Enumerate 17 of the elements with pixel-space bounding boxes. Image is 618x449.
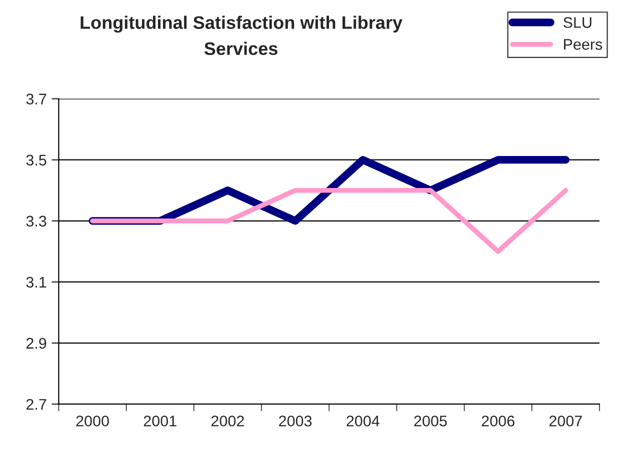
x-tick-label: 2006 bbox=[482, 416, 514, 426]
x-tick-label: 2004 bbox=[346, 416, 380, 426]
x-tick-label: 2000 bbox=[76, 416, 109, 426]
x-tick-label: 2007 bbox=[549, 416, 582, 426]
x-tick-label: 2001 bbox=[144, 416, 176, 426]
y-tick-label: 2.9 bbox=[26, 338, 46, 349]
legend-label: SLU bbox=[563, 17, 592, 28]
legend-label: Peers bbox=[564, 39, 602, 50]
y-tick-label: 3.7 bbox=[26, 94, 46, 104]
y-tick-label: 3.5 bbox=[26, 154, 46, 166]
chart-title: Longitudinal Satisfaction with Library Services bbox=[80, 16, 402, 56]
y-tick-label: 2.7 bbox=[26, 398, 46, 410]
x-tick-label: 2002 bbox=[211, 416, 244, 426]
y-tick-label: 3.3 bbox=[26, 216, 46, 227]
y-tick-label: 3.1 bbox=[26, 276, 46, 288]
x-tick-label: 2005 bbox=[414, 416, 447, 426]
x-tick-label: 2003 bbox=[279, 416, 312, 426]
